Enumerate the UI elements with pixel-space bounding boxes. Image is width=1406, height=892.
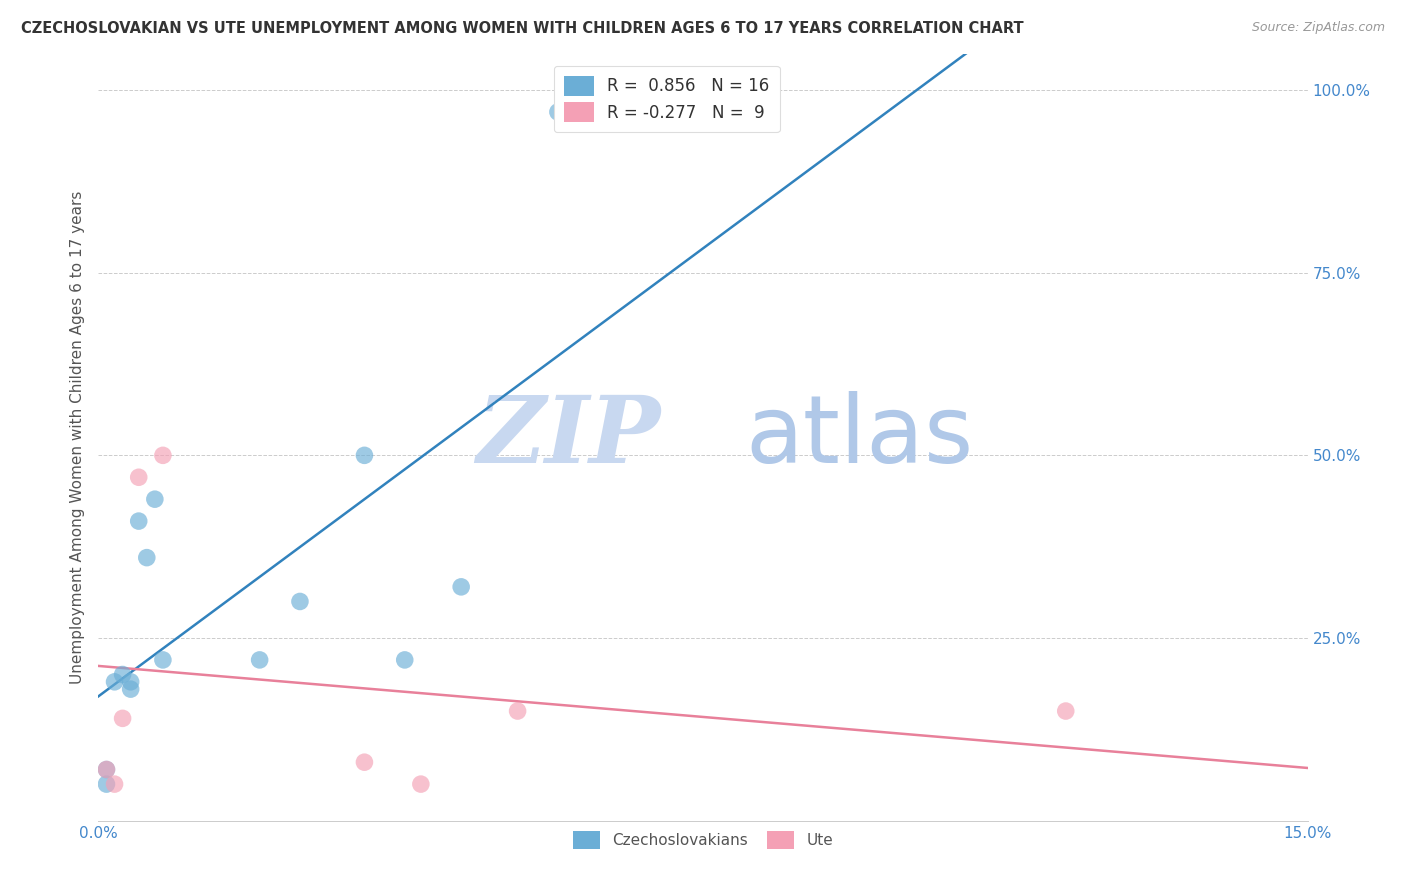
Text: CZECHOSLOVAKIAN VS UTE UNEMPLOYMENT AMONG WOMEN WITH CHILDREN AGES 6 TO 17 YEARS: CZECHOSLOVAKIAN VS UTE UNEMPLOYMENT AMON… bbox=[21, 21, 1024, 36]
Legend: Czechoslovakians, Ute: Czechoslovakians, Ute bbox=[567, 825, 839, 855]
Y-axis label: Unemployment Among Women with Children Ages 6 to 17 years: Unemployment Among Women with Children A… bbox=[69, 190, 84, 684]
Point bbox=[152, 448, 174, 462]
Point bbox=[128, 470, 150, 484]
Point bbox=[1054, 704, 1077, 718]
Point bbox=[450, 580, 472, 594]
Point bbox=[96, 763, 118, 777]
Point bbox=[394, 653, 416, 667]
Point bbox=[152, 653, 174, 667]
Point bbox=[103, 777, 125, 791]
Point bbox=[288, 594, 311, 608]
Point bbox=[249, 653, 271, 667]
Text: Source: ZipAtlas.com: Source: ZipAtlas.com bbox=[1251, 21, 1385, 34]
Point bbox=[547, 105, 569, 120]
Point bbox=[409, 777, 432, 791]
Point bbox=[120, 682, 142, 697]
Point bbox=[120, 674, 142, 689]
Point bbox=[103, 674, 125, 689]
Text: atlas: atlas bbox=[745, 391, 973, 483]
Point bbox=[128, 514, 150, 528]
Point bbox=[135, 550, 157, 565]
Point bbox=[96, 777, 118, 791]
Point bbox=[353, 448, 375, 462]
Point bbox=[143, 492, 166, 507]
Point bbox=[96, 763, 118, 777]
Text: ZIP: ZIP bbox=[477, 392, 661, 482]
Point bbox=[111, 667, 134, 681]
Point bbox=[111, 711, 134, 725]
Point bbox=[353, 755, 375, 769]
Point bbox=[506, 704, 529, 718]
